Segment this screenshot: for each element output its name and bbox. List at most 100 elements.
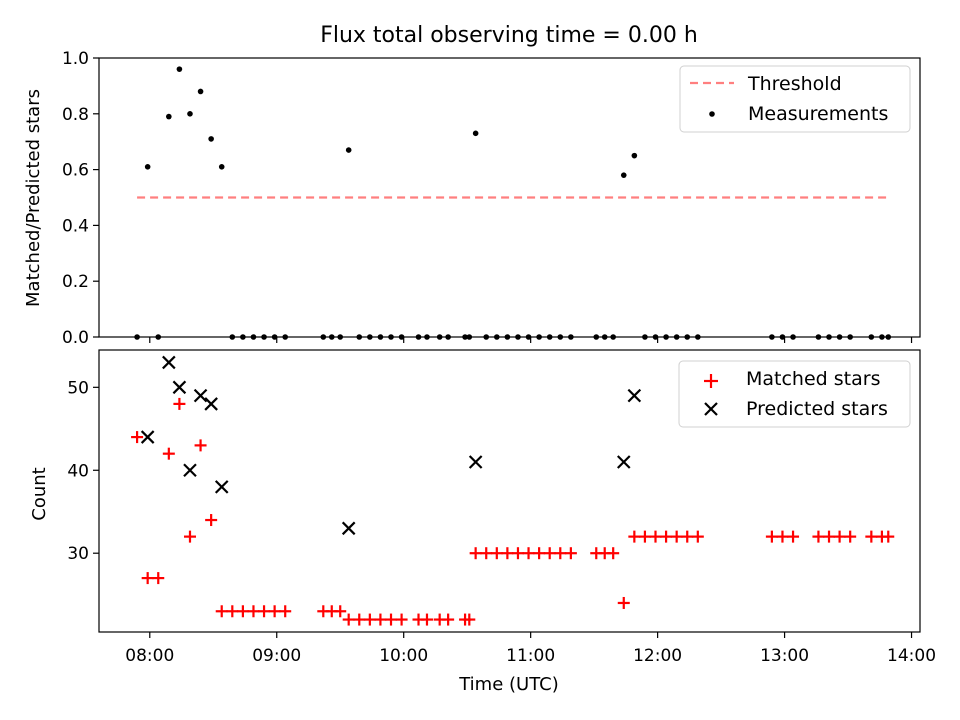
- measurement-point: [652, 334, 659, 340]
- measurement-point: [415, 334, 422, 340]
- measurement-point: [282, 334, 289, 340]
- predicted-star-point: [341, 521, 356, 536]
- measurement-point: [462, 334, 468, 340]
- measurement-point: [328, 334, 335, 340]
- measurement-point: [398, 334, 405, 340]
- measurement-point: [769, 334, 775, 340]
- measurement-point: [601, 334, 608, 340]
- bottom-x-axis-label: Time (UTC): [458, 674, 559, 695]
- matched-star-point: [469, 547, 482, 560]
- measurement-point: [826, 334, 832, 340]
- measurement-point: [367, 334, 373, 340]
- top-legend-box: [679, 65, 911, 133]
- bottom-x-tick-label: 14:00: [887, 646, 936, 666]
- measurement-point: [525, 334, 532, 340]
- matched-star-point: [501, 547, 514, 560]
- predicted-star-point: [172, 380, 187, 395]
- bottom-legend: Matched stars Predicted stars: [678, 360, 911, 428]
- matched-star-point: [511, 547, 524, 560]
- matched-star-point: [463, 613, 476, 626]
- top-y-tick-label: 1.0: [62, 49, 89, 69]
- matched-star-point: [236, 605, 249, 618]
- matched-star-point: [670, 530, 683, 543]
- matched-star-point: [247, 605, 260, 618]
- measurement-point: [610, 334, 616, 340]
- matched-star-point: [173, 397, 186, 410]
- bottom-x-tick-label: 10:00: [379, 646, 428, 666]
- top-legend: Threshold Measurements: [679, 65, 911, 133]
- matched-stars-series: [131, 397, 895, 626]
- predicted-stars-series: [140, 355, 642, 536]
- predicted-stars-legend-swatch: [704, 402, 718, 416]
- matched-star-point: [617, 596, 630, 609]
- bottom-y-tick-label: 40: [67, 461, 89, 481]
- bottom-x-tick-label: 08:00: [125, 646, 174, 666]
- measurement-point: [536, 334, 542, 340]
- bottom-legend-box: [678, 360, 911, 428]
- measurement-point: [836, 334, 843, 340]
- matched-star-point: [660, 530, 673, 543]
- matched-star-point: [215, 605, 228, 618]
- matched-star-point: [395, 613, 408, 626]
- measurement-point: [155, 334, 162, 340]
- measurement-point: [144, 164, 151, 170]
- matched-star-point: [374, 613, 387, 626]
- matched-star-point: [865, 530, 878, 543]
- measurements-legend-label: Measurements: [748, 103, 888, 125]
- matched-star-point: [334, 605, 347, 618]
- bottom-y-tick-label: 30: [67, 544, 89, 564]
- measurement-point: [197, 88, 204, 95]
- measurement-point: [631, 152, 638, 159]
- bottom-y-axis-label: Count: [29, 467, 50, 520]
- measurement-point: [557, 334, 564, 340]
- matched-star-point: [131, 431, 144, 444]
- measurement-point: [424, 334, 430, 340]
- predicted-star-point: [183, 463, 197, 478]
- measurement-point: [568, 334, 574, 340]
- predicted-star-point: [193, 388, 208, 403]
- measurement-point: [250, 334, 257, 340]
- matched-star-point: [353, 613, 366, 626]
- top-y-axis-label: Matched/Predicted stars: [23, 89, 44, 307]
- measurement-point: [847, 334, 853, 340]
- measurement-point: [176, 66, 183, 72]
- matched-star-point: [649, 530, 662, 543]
- matched-star-point: [279, 605, 292, 618]
- measurement-point: [620, 172, 627, 178]
- matched-star-point: [681, 530, 694, 543]
- measurement-point: [229, 334, 236, 340]
- matched-star-point: [607, 547, 620, 560]
- matched-stars-legend-label: Matched stars: [746, 368, 880, 390]
- measurement-point: [663, 334, 669, 340]
- top-y-tick-label: 0.8: [62, 105, 89, 125]
- matched-star-point: [342, 613, 355, 626]
- matched-star-point: [638, 530, 651, 543]
- matched-star-point: [564, 547, 577, 560]
- matched-star-point: [776, 530, 789, 543]
- top-y-tick-label: 0.4: [62, 216, 89, 236]
- predicted-star-point: [162, 355, 176, 370]
- measurement-point: [356, 334, 363, 340]
- matched-star-point: [183, 530, 196, 543]
- matched-star-point: [490, 547, 503, 560]
- bottom-x-axis: 08:00 09:00 10:00 11:00 12:00 13:00 14:00: [125, 632, 936, 666]
- matched-star-point: [162, 447, 175, 460]
- measurement-point: [815, 334, 822, 340]
- measurement-point: [208, 136, 214, 142]
- measurement-point: [261, 334, 267, 340]
- top-chart-title: Flux total observing time = 0.00 h: [320, 23, 698, 48]
- matched-star-point: [844, 530, 857, 543]
- measurement-point: [320, 334, 327, 340]
- measurement-point: [240, 334, 246, 340]
- predicted-star-point: [140, 430, 155, 444]
- bottom-x-tick-label: 11:00: [506, 646, 555, 666]
- matched-star-point: [522, 547, 535, 560]
- matched-star-point: [152, 572, 165, 585]
- predicted-star-point: [627, 388, 642, 403]
- matched-stars-legend-swatch: [704, 374, 718, 388]
- measurement-point: [515, 334, 521, 340]
- matched-star-point: [628, 530, 641, 543]
- bottom-x-tick-label: 12:00: [633, 646, 682, 666]
- measurement-point: [695, 334, 701, 340]
